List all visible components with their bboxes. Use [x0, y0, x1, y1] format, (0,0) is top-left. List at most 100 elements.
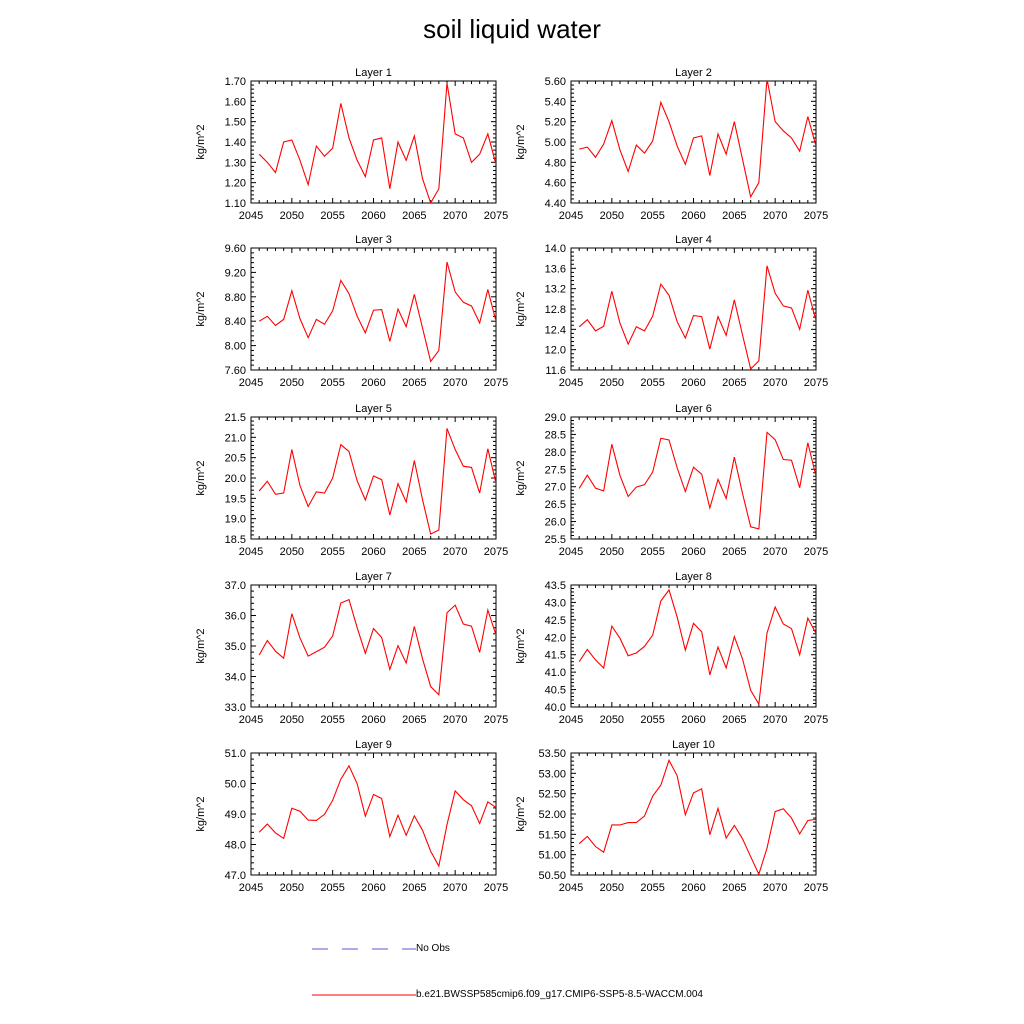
y-axis-label: kg/m^2 — [195, 291, 207, 326]
panel-layer-8: Layer 8 kg/m^2 2045 2050 2055 2060 2065 2070 207… — [515, 571, 828, 726]
panel-title: Layer 10 — [672, 739, 715, 751]
x-tick-label: 2075 — [484, 882, 508, 894]
panel-layer-4: Layer 4 kg/m^2 2045 2050 2055 2060 2065 2070 207… — [515, 234, 828, 389]
series-line — [258, 261, 496, 363]
y-tick-label: 20.5 — [225, 453, 246, 465]
x-tick-label: 2065 — [722, 377, 746, 389]
panel-layer-7: Layer 7 kg/m^2 2045 2050 2055 2060 2065 2070 207… — [195, 571, 508, 726]
y-tick-label: 8.00 — [225, 341, 246, 353]
x-tick-label: 2045 — [559, 714, 583, 726]
y-tick-label: 43.5 — [545, 580, 566, 592]
x-tick-label: 2075 — [804, 546, 828, 558]
x-tick-label: 2055 — [640, 714, 664, 726]
panel-title: Layer 8 — [675, 571, 712, 583]
y-tick-label: 26.0 — [545, 517, 566, 529]
y-tick-label: 26.5 — [545, 499, 566, 511]
x-tick-label: 2050 — [600, 546, 624, 558]
x-tick-label: 2045 — [239, 882, 263, 894]
series-line — [258, 598, 496, 697]
y-tick-label: 53.00 — [538, 768, 566, 780]
y-tick-label: 5.20 — [545, 117, 566, 129]
x-tick-label: 2065 — [402, 882, 426, 894]
y-tick-label: 27.5 — [545, 464, 566, 476]
panel-layer-10: Layer 10 kg/m^2 2045 2050 2055 2060 2065 2070 20… — [515, 739, 828, 894]
x-tick-label: 2045 — [559, 882, 583, 894]
y-tick-label: 52.50 — [538, 789, 566, 801]
y-tick-label: 42.5 — [545, 615, 566, 627]
x-tick-label: 2055 — [320, 377, 344, 389]
y-tick-label: 9.20 — [225, 267, 246, 279]
x-tick-label: 2065 — [402, 377, 426, 389]
panel-title: Layer 9 — [355, 739, 392, 751]
plot-frame — [250, 752, 497, 876]
y-tick-label: 21.0 — [225, 432, 246, 444]
y-tick-label: 13.6 — [545, 263, 566, 275]
y-tick-label: 14.0 — [545, 243, 566, 255]
y-tick-label: 40.0 — [545, 702, 566, 714]
chart-title: soil liquid water — [423, 14, 601, 44]
y-tick-label: 1.20 — [225, 178, 246, 190]
panel-title: Layer 5 — [355, 403, 392, 415]
y-tick-label: 51.50 — [538, 829, 566, 841]
x-tick-label: 2055 — [320, 546, 344, 558]
legend-label-no-obs: No Obs — [416, 943, 450, 954]
x-tick-label: 2075 — [484, 546, 508, 558]
y-axis-label: kg/m^2 — [195, 628, 207, 663]
y-tick-label: 19.5 — [225, 493, 246, 505]
x-tick-label: 2075 — [484, 377, 508, 389]
y-tick-label: 5.60 — [545, 76, 566, 88]
x-tick-label: 2045 — [239, 714, 263, 726]
y-tick-label: 21.5 — [225, 412, 246, 424]
series-line — [578, 265, 816, 370]
y-tick-label: 33.0 — [225, 702, 246, 714]
x-tick-label: 2050 — [280, 377, 304, 389]
x-tick-label: 2050 — [600, 377, 624, 389]
series-line — [578, 758, 816, 875]
panel-title: Layer 4 — [675, 234, 712, 246]
x-tick-label: 2055 — [320, 210, 344, 222]
x-tick-label: 2065 — [722, 210, 746, 222]
y-tick-label: 4.60 — [545, 178, 566, 190]
x-tick-label: 2055 — [640, 377, 664, 389]
x-tick-label: 2060 — [681, 377, 705, 389]
y-axis-label: kg/m^2 — [515, 291, 527, 326]
x-tick-label: 2070 — [763, 546, 787, 558]
panel-title: Layer 3 — [355, 234, 392, 246]
series-line — [258, 764, 496, 868]
series-line — [258, 82, 496, 203]
y-tick-label: 36.0 — [225, 611, 246, 623]
x-tick-label: 2055 — [320, 714, 344, 726]
y-axis-label: kg/m^2 — [515, 796, 527, 831]
x-tick-label: 2050 — [600, 714, 624, 726]
panel-layer-9: Layer 9 kg/m^2 2045 2050 2055 2060 2065 2070 207… — [195, 739, 508, 894]
y-tick-label: 50.0 — [225, 779, 246, 791]
x-tick-label: 2045 — [239, 210, 263, 222]
x-tick-label: 2060 — [361, 882, 385, 894]
x-tick-label: 2060 — [361, 210, 385, 222]
x-tick-label: 2045 — [559, 210, 583, 222]
x-tick-label: 2075 — [804, 882, 828, 894]
y-tick-label: 27.0 — [545, 482, 566, 494]
y-tick-label: 49.0 — [225, 809, 246, 821]
y-tick-label: 43.0 — [545, 597, 566, 609]
y-tick-label: 37.0 — [225, 580, 246, 592]
y-tick-label: 28.0 — [545, 447, 566, 459]
x-tick-label: 2065 — [402, 546, 426, 558]
y-tick-label: 13.2 — [545, 284, 566, 296]
plot-frame — [250, 584, 497, 708]
x-tick-label: 2055 — [640, 882, 664, 894]
series-line — [578, 588, 816, 706]
x-tick-label: 2055 — [640, 546, 664, 558]
panel-layer-5: Layer 5 kg/m^2 2045 2050 2055 2060 2065 2070 207… — [195, 403, 508, 558]
y-axis-label: kg/m^2 — [195, 796, 207, 831]
panel-title: Layer 1 — [355, 67, 392, 79]
y-tick-label: 12.4 — [545, 324, 566, 336]
plot-frame — [570, 80, 817, 204]
y-tick-label: 50.50 — [538, 870, 566, 882]
x-tick-label: 2065 — [722, 546, 746, 558]
y-tick-label: 12.8 — [545, 304, 566, 316]
x-tick-label: 2070 — [443, 377, 467, 389]
y-tick-label: 8.40 — [225, 316, 246, 328]
y-tick-label: 1.40 — [225, 137, 246, 149]
